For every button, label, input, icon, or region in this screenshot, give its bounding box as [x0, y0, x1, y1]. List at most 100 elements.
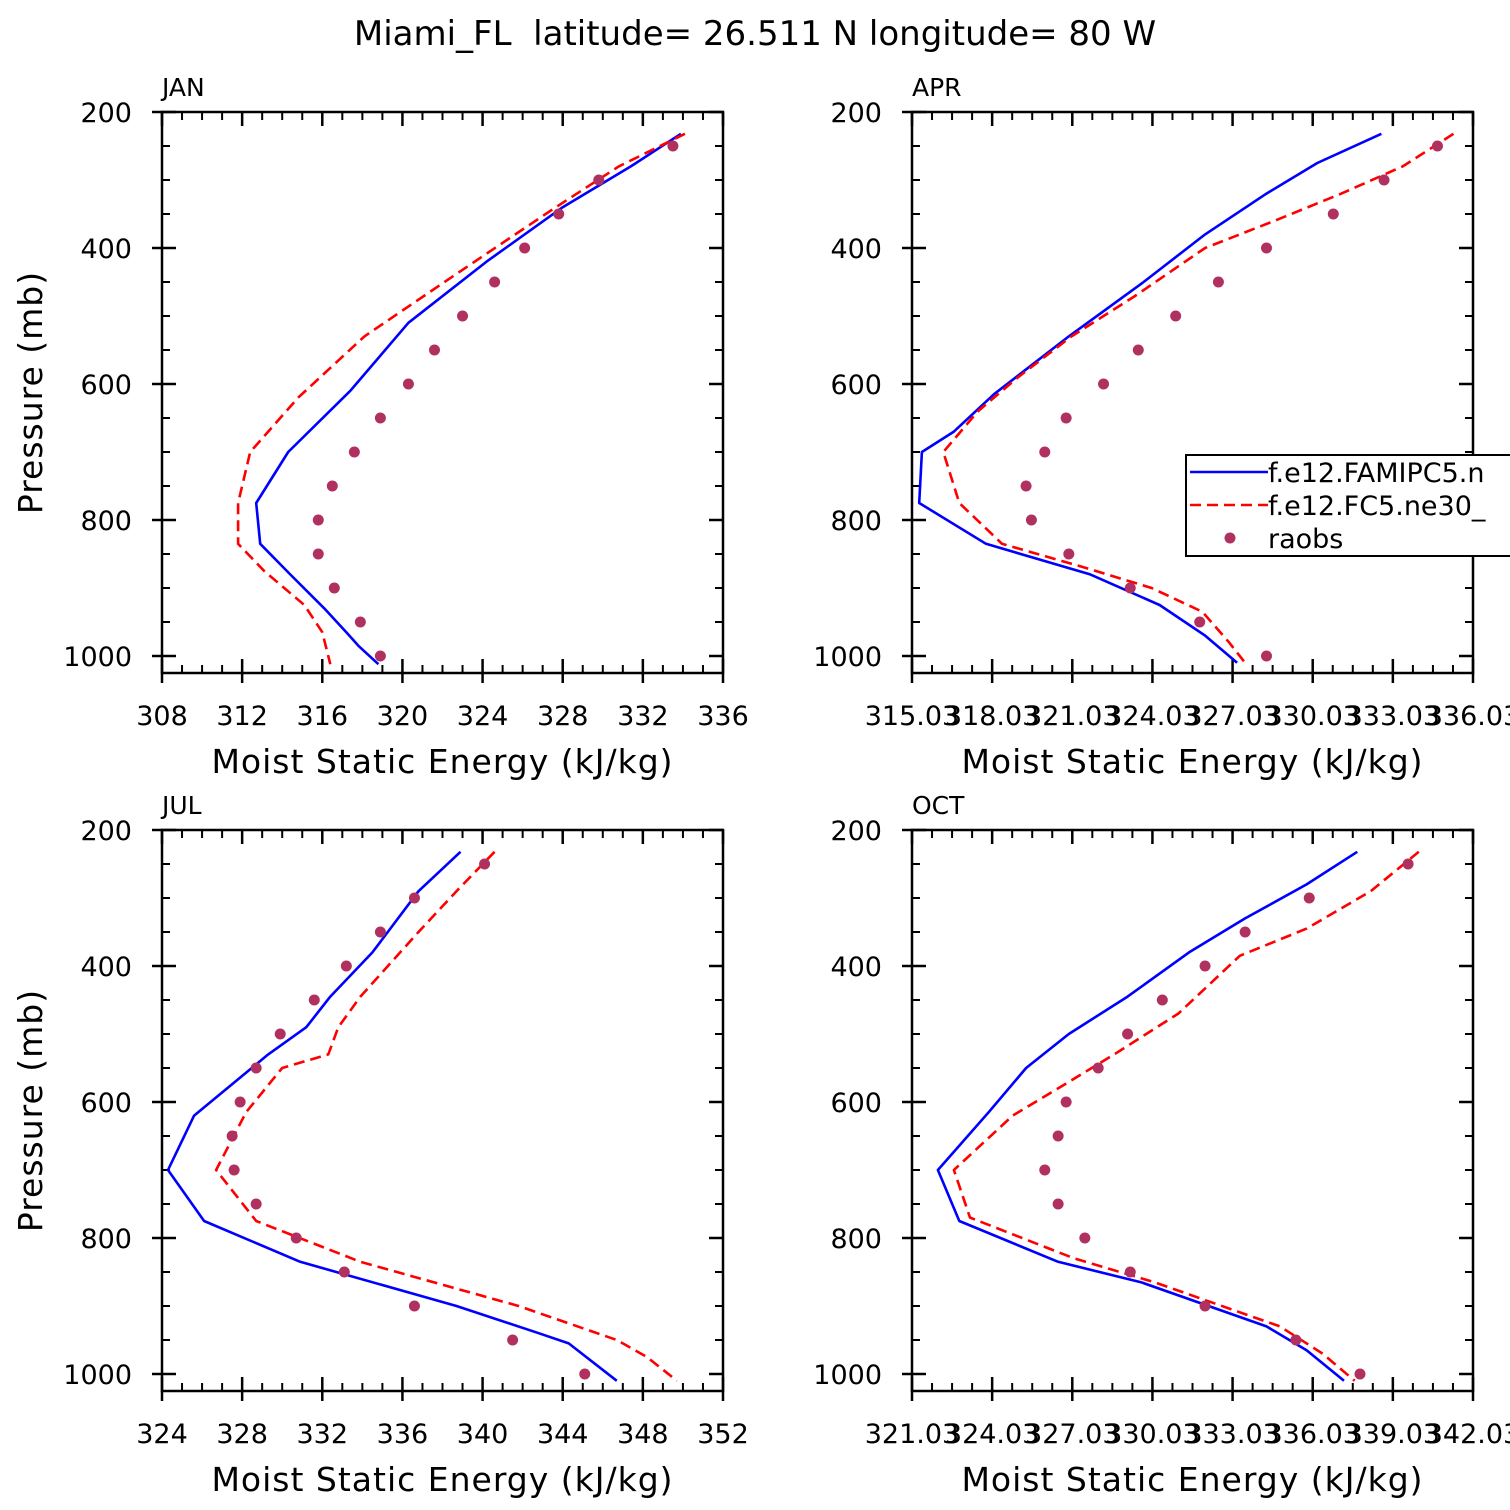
legend-marker-dot	[1224, 532, 1236, 544]
y-tick-label: 1000	[813, 642, 882, 673]
figure-title: Miami_FL latitude= 26.511 N longitude= 8…	[354, 14, 1156, 54]
x-axis-label: Moist Static Energy (kJ/kg)	[211, 742, 673, 781]
fc5-ne30-line	[236, 132, 686, 665]
legend-label: f.e12.FC5.ne30_	[1268, 491, 1486, 522]
y-tick-label: 1000	[63, 1360, 132, 1391]
raobs-point	[326, 480, 338, 492]
famipc5-line	[254, 132, 682, 666]
raobs-point	[228, 1164, 240, 1176]
raobs-point	[250, 1062, 262, 1074]
raobs-point	[1039, 446, 1051, 458]
x-tick-label: 336.03	[1426, 701, 1510, 732]
y-tick-label: 200	[830, 98, 882, 129]
y-tick-label: 200	[830, 816, 882, 847]
fc5-ne30-line	[214, 850, 678, 1382]
raobs-point	[1060, 412, 1072, 424]
raobs-point	[402, 378, 414, 390]
raobs-point	[1327, 208, 1339, 220]
y-tick-label: 800	[80, 506, 132, 537]
raobs-point	[507, 1334, 519, 1346]
x-tick-label: 324.03	[945, 1419, 1039, 1450]
y-tick-label: 800	[80, 1224, 132, 1255]
y-tick-label: 600	[830, 370, 882, 401]
x-tick-label: 308	[136, 701, 188, 732]
fc5-ne30-line	[952, 850, 1420, 1382]
x-tick-label: 344	[537, 1419, 589, 1450]
x-tick-label: 327.03	[1025, 1419, 1119, 1450]
raobs-point	[479, 858, 491, 870]
raobs-point	[1079, 1232, 1091, 1244]
raobs-point	[234, 1096, 246, 1108]
raobs-point	[1378, 174, 1390, 186]
x-tick-label: 340	[457, 1419, 509, 1450]
panel-oct: OCT321.03324.03327.03330.03333.03336.033…	[813, 791, 1510, 1499]
raobs-point	[1124, 582, 1136, 594]
x-tick-label: 336	[697, 701, 749, 732]
y-tick-label: 400	[830, 234, 882, 265]
y-tick-label: 400	[80, 952, 132, 983]
panel-label: JUL	[160, 791, 202, 820]
x-tick-label: 321.03	[1025, 701, 1119, 732]
y-tick-label: 200	[80, 816, 132, 847]
raobs-point	[308, 994, 320, 1006]
x-tick-label: 320	[377, 701, 429, 732]
x-tick-label: 342.03	[1426, 1419, 1510, 1450]
raobs-point	[408, 892, 420, 904]
raobs-point	[1194, 616, 1206, 628]
raobs-point	[1122, 1028, 1134, 1040]
raobs-point	[1060, 1096, 1072, 1108]
raobs-point	[1170, 310, 1182, 322]
panel-label: JAN	[160, 73, 205, 102]
y-tick-label: 1000	[63, 642, 132, 673]
y-tick-label: 200	[80, 98, 132, 129]
raobs-point	[1098, 378, 1110, 390]
raobs-point	[408, 1300, 420, 1312]
legend-label: raobs	[1268, 524, 1343, 555]
y-tick-label: 1000	[813, 1360, 882, 1391]
y-tick-label: 400	[80, 234, 132, 265]
raobs-point	[374, 650, 386, 662]
x-tick-label: 348	[617, 1419, 669, 1450]
x-tick-label: 333.03	[1346, 701, 1440, 732]
x-tick-label: 316	[297, 701, 349, 732]
raobs-point	[428, 344, 440, 356]
raobs-point	[1025, 514, 1037, 526]
panel-label: OCT	[912, 791, 965, 820]
legend-label: f.e12.FAMIPC5.n	[1268, 458, 1484, 489]
y-tick-label: 600	[80, 1088, 132, 1119]
raobs-point	[274, 1028, 286, 1040]
x-tick-label: 333.03	[1185, 1419, 1279, 1450]
x-tick-label: 328	[216, 1419, 268, 1450]
x-axis-label: Moist Static Energy (kJ/kg)	[961, 1460, 1423, 1499]
raobs-point	[1052, 1130, 1064, 1142]
raobs-point	[1303, 892, 1315, 904]
raobs-point	[553, 208, 565, 220]
x-tick-label: 352	[697, 1419, 749, 1450]
y-axis-label: Pressure (mb)	[11, 989, 50, 1232]
x-tick-label: 330.03	[1105, 1419, 1199, 1450]
raobs-point	[1124, 1266, 1136, 1278]
x-axis-label: Moist Static Energy (kJ/kg)	[211, 1460, 673, 1499]
x-tick-label: 324	[136, 1419, 188, 1450]
raobs-point	[1020, 480, 1032, 492]
raobs-point	[1092, 1062, 1104, 1074]
x-axis-label: Moist Static Energy (kJ/kg)	[961, 742, 1423, 781]
raobs-point	[593, 174, 605, 186]
raobs-point	[312, 514, 324, 526]
y-tick-label: 800	[830, 506, 882, 537]
plot-frame	[160, 110, 725, 675]
raobs-point	[340, 960, 352, 972]
panel-label: APR	[912, 73, 962, 102]
x-tick-label: 321.03	[865, 1419, 959, 1450]
raobs-point	[1199, 1300, 1211, 1312]
raobs-point	[1260, 650, 1272, 662]
x-tick-label: 336	[377, 1419, 429, 1450]
y-tick-label: 600	[830, 1088, 882, 1119]
raobs-point	[667, 140, 679, 152]
raobs-point	[489, 276, 501, 288]
raobs-point	[1402, 858, 1414, 870]
x-tick-label: 324.03	[1105, 701, 1199, 732]
x-tick-label: 312	[216, 701, 268, 732]
raobs-point	[1052, 1198, 1064, 1210]
